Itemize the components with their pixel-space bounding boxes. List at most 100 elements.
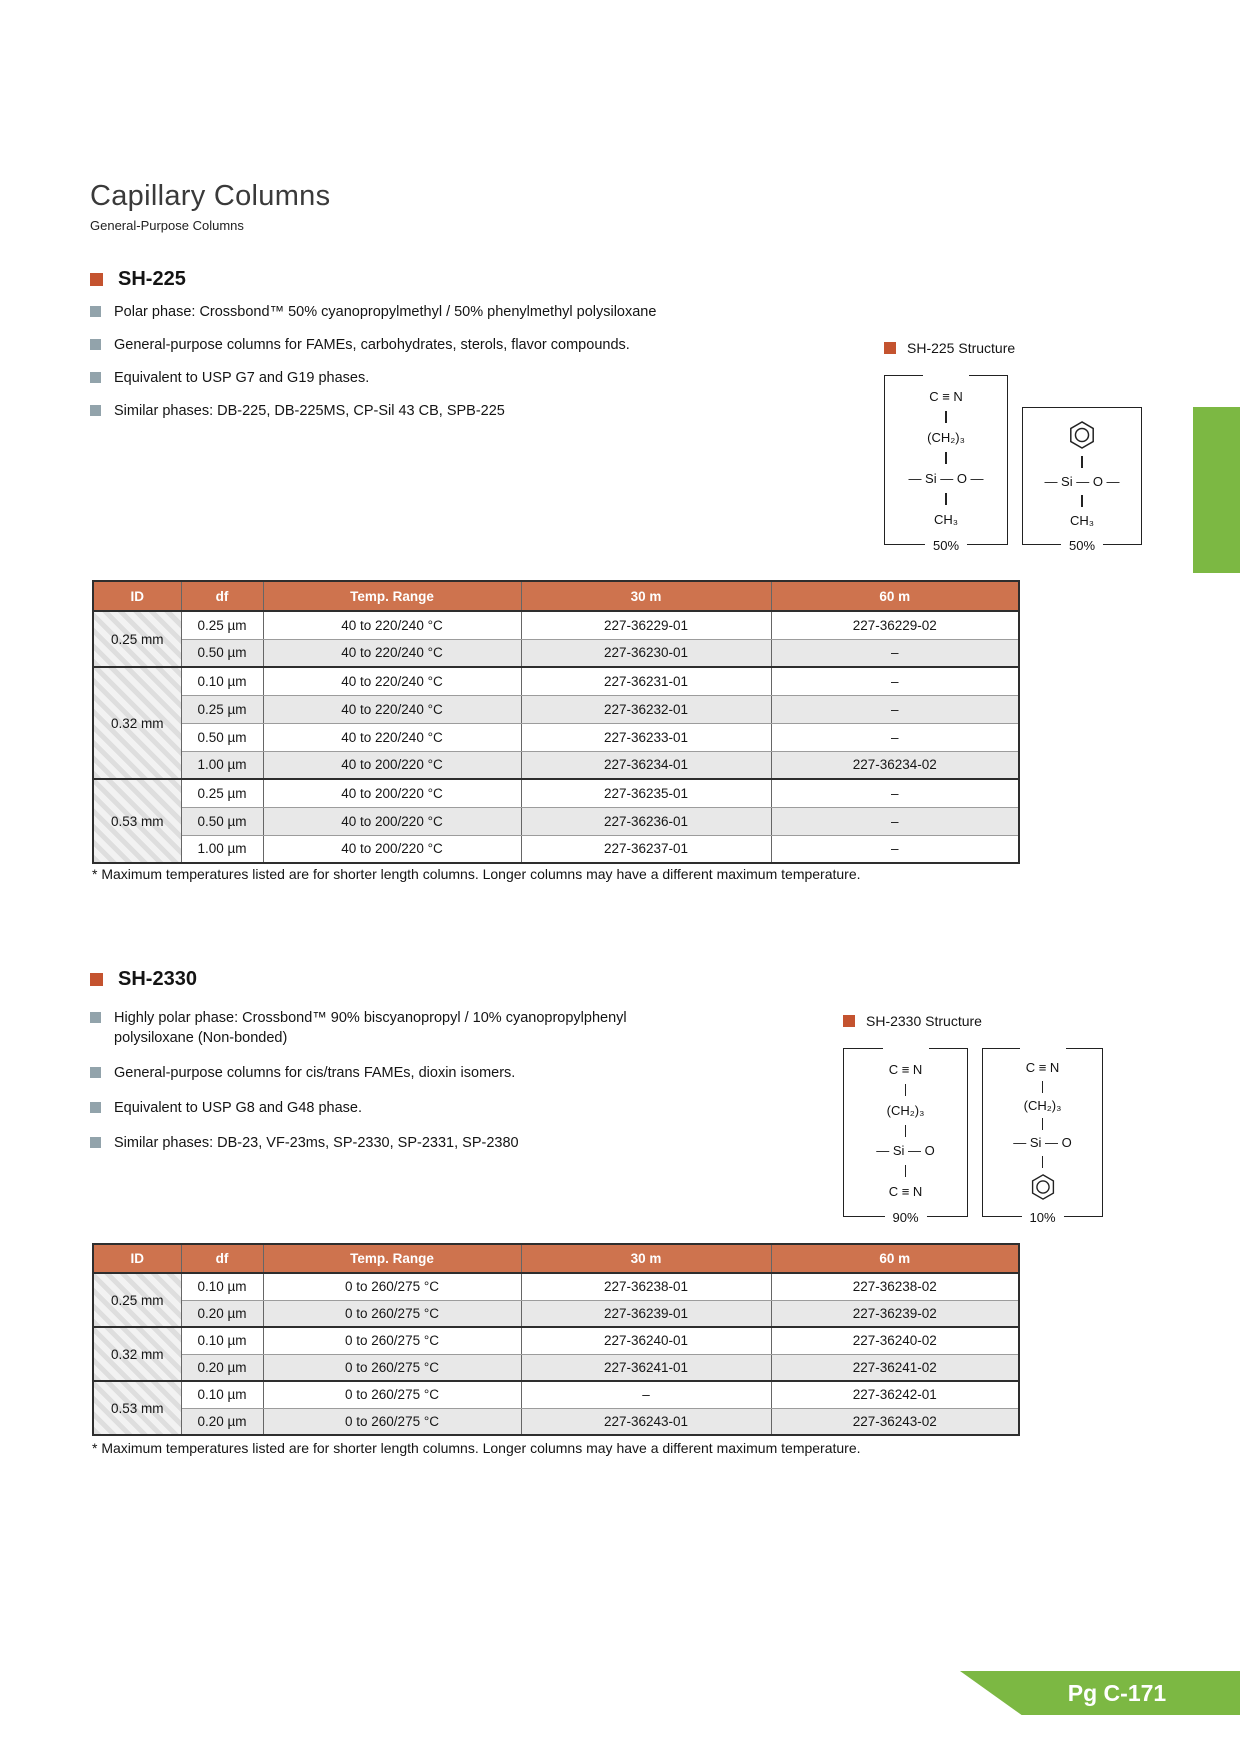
bond-line: [904, 1083, 907, 1096]
cat-60m-cell: 227-36243-02: [770, 1407, 1020, 1436]
bond-line: [1041, 1080, 1044, 1093]
cat-60m-cell: –: [770, 778, 1020, 808]
temp-range-cell: 0 to 260/275 °C: [262, 1272, 522, 1301]
structure-label: SH-225 Structure: [907, 340, 1016, 356]
table-footnote: * Maximum temperatures listed are for sh…: [92, 1440, 861, 1456]
df-cell: 0.10 µm: [180, 666, 264, 696]
bracket-gap: [882, 1046, 929, 1050]
structure-formula-line: — Si — O —: [1044, 474, 1120, 489]
cat-30m-cell: 227-36236-01: [520, 806, 772, 836]
table-row: 0.25 mm 0.10 µm 0 to 260/275 °C 227-3623…: [92, 1272, 1020, 1328]
section-marker-icon: [90, 973, 103, 986]
structure-marker-icon: [843, 1015, 855, 1027]
bullet-item: Equivalent to USP G8 and G48 phase.: [90, 1098, 730, 1118]
section-heading: SH-2330: [118, 968, 197, 990]
section-heading-sh225: SH-225: [90, 268, 186, 291]
benzene-ring-icon: [1031, 1173, 1054, 1200]
cat-60m-cell: 227-36242-01: [770, 1380, 1020, 1409]
section-heading-sh2330: SH-2330: [90, 968, 197, 991]
bond-line: [1081, 456, 1083, 468]
cat-30m-cell: 227-36237-01: [520, 834, 772, 864]
df-cell: 1.00 µm: [180, 834, 264, 864]
df-cell: 0.50 µm: [180, 638, 264, 668]
structure-formula-line: — Si — O —: [908, 471, 984, 486]
cat-30m-cell: 227-36229-01: [520, 610, 772, 640]
repeat-unit-box: C ≡ N (CH₂)₃ — Si — O 10%: [982, 1046, 1103, 1225]
table-header-row: ID df Temp. Range 30 m 60 m: [92, 1243, 1020, 1274]
temp-range-cell: 40 to 220/240 °C: [262, 638, 522, 668]
col-header-temp-range: Temp. Range: [262, 580, 522, 612]
cat-30m-cell: 227-36240-01: [520, 1326, 772, 1355]
table-row: 0.50 µm 40 to 220/240 °C 227-36233-01 –: [93, 722, 1020, 752]
cat-60m-cell: 227-36240-02: [770, 1326, 1020, 1355]
structure-formula-line: — Si — O: [876, 1143, 935, 1159]
structure-formula-line: (CH₂)₃: [1023, 1097, 1062, 1113]
df-cell: 0.10 µm: [180, 1272, 264, 1301]
structure-formula-line: (CH₂)₃: [886, 1102, 925, 1118]
col-header-id: ID: [92, 580, 182, 612]
repeat-unit-box: C ≡ N (CH₂)₃ — Si — O — CH₃ 50%: [884, 373, 1008, 553]
temp-range-cell: 40 to 200/220 °C: [262, 750, 522, 780]
bullet-square-icon: [90, 1012, 101, 1023]
cat-60m-cell: –: [770, 722, 1020, 752]
bullet-square-icon: [90, 1102, 101, 1113]
cat-30m-cell: 227-36230-01: [520, 638, 772, 668]
bracket-gap: [1019, 1046, 1066, 1050]
cat-60m-cell: 227-36241-02: [770, 1353, 1020, 1382]
df-cell: 0.25 µm: [180, 610, 264, 640]
df-cell: 0.10 µm: [180, 1380, 264, 1409]
title-block: Capillary Columns General-Purpose Column…: [90, 180, 330, 233]
structure-formula-line: C ≡ N: [1025, 1060, 1060, 1076]
page-number: Pg C-171: [1067, 1679, 1167, 1706]
df-cell: 1.00 µm: [180, 750, 264, 780]
bullet-square-icon: [90, 1067, 101, 1078]
structure-label: SH-2330 Structure: [866, 1013, 982, 1029]
cat-30m-cell: 227-36238-01: [520, 1272, 772, 1301]
percent-label: 10%: [1021, 1210, 1064, 1225]
temp-range-cell: 0 to 260/275 °C: [262, 1326, 522, 1355]
df-cell: 0.50 µm: [180, 806, 264, 836]
table-row: 1.00 µm 40 to 200/220 °C 227-36234-01 22…: [93, 750, 1020, 780]
percent-label: 50%: [1060, 538, 1104, 553]
page-number-banner: Pg C-171: [960, 1671, 1240, 1715]
table-row: 0.53 mm 0.10 µm 0 to 260/275 °C – 227-36…: [92, 1380, 1020, 1436]
bullet-item: General-purpose columns for FAMEs, carbo…: [90, 335, 730, 355]
col-header-df: df: [180, 580, 264, 612]
bond-line: [904, 1124, 907, 1137]
page-title: Capillary Columns: [90, 180, 331, 212]
cat-30m-cell: 227-36235-01: [520, 778, 772, 808]
bullet-item: Polar phase: Crossbond™ 50% cyanopropylm…: [90, 302, 730, 322]
temp-range-cell: 40 to 200/220 °C: [262, 806, 522, 836]
bullet-square-icon: [90, 339, 101, 350]
section-marker-icon: [90, 273, 103, 286]
cat-30m-cell: 227-36231-01: [520, 666, 772, 696]
df-cell: 0.20 µm: [180, 1299, 264, 1328]
id-cell: 0.25 mm: [92, 610, 182, 668]
repeat-unit-box: C ≡ N (CH₂)₃ — Si — O C ≡ N 90%: [843, 1046, 968, 1225]
table-row: 0.50 µm 40 to 220/240 °C 227-36230-01 –: [93, 638, 1020, 668]
structure-formula-line: (CH₂)₃: [927, 430, 965, 445]
df-cell: 0.20 µm: [180, 1353, 264, 1382]
table-row: 0.32 mm 0.10 µm 0 to 260/275 °C 227-3624…: [92, 1326, 1020, 1382]
sh225-bullet-list: Polar phase: Crossbond™ 50% cyanopropylm…: [90, 302, 730, 434]
page-subtitle: General-Purpose Columns: [90, 218, 244, 233]
temp-range-cell: 0 to 260/275 °C: [262, 1407, 522, 1436]
sh2330-bullet-list: Highly polar phase: Crossbond™ 90% biscy…: [90, 1008, 730, 1168]
structure-marker-icon: [884, 342, 896, 354]
structure-formula-line: CH₃: [933, 512, 959, 527]
id-cell: 0.32 mm: [92, 666, 182, 780]
id-cell: 0.53 mm: [92, 1380, 182, 1436]
temp-range-cell: 40 to 220/240 °C: [262, 666, 522, 696]
bullet-text: Similar phases: DB-23, VF-23ms, SP-2330,…: [114, 1135, 519, 1151]
table-row: 0.25 µm 40 to 220/240 °C 227-36232-01 –: [93, 694, 1020, 724]
bullet-text: Similar phases: DB-225, DB-225MS, CP-Sil…: [114, 403, 505, 419]
percent-label: 90%: [884, 1210, 927, 1225]
cat-60m-cell: 227-36229-02: [770, 610, 1020, 640]
col-header-60m: 60 m: [770, 1243, 1020, 1274]
col-header-60m: 60 m: [770, 580, 1020, 612]
bullet-item: Similar phases: DB-225, DB-225MS, CP-Sil…: [90, 401, 730, 421]
structure-formula-line: C ≡ N: [888, 1184, 923, 1200]
temp-range-cell: 40 to 220/240 °C: [262, 610, 522, 640]
bullet-text: General-purpose columns for cis/trans FA…: [114, 1065, 516, 1081]
repeat-unit-box: — Si — O — CH₃ 50%: [1022, 407, 1142, 553]
